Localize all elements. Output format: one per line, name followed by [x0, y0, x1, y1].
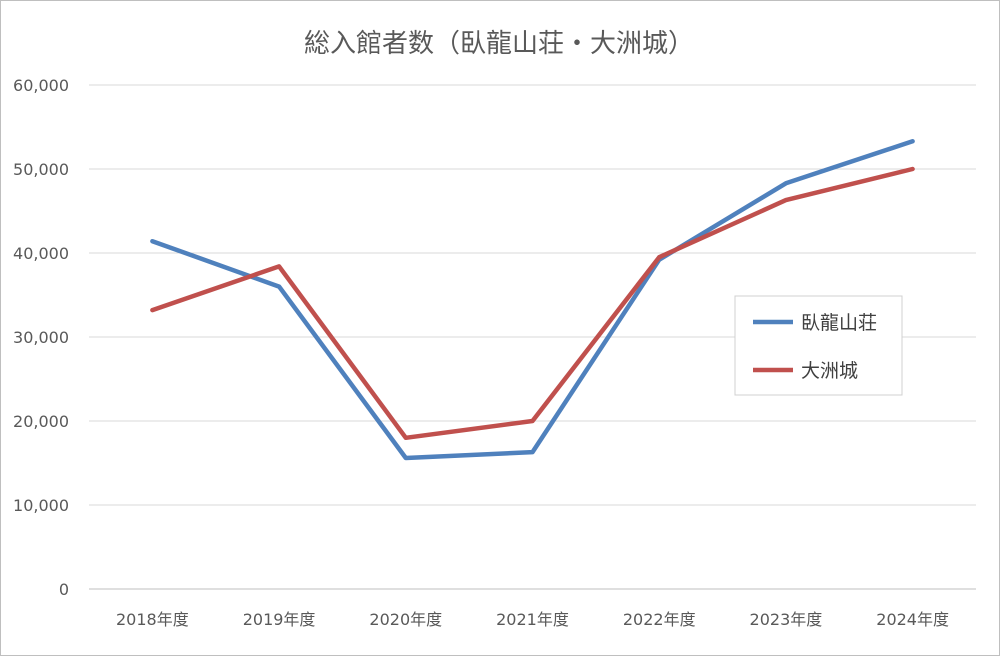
y-axis-tick-labels: 0 10,000 20,000 30,000 40,000 50,000 60,000: [13, 76, 69, 599]
y-tick-label: 40,000: [13, 244, 69, 263]
x-tick-label: 2019年度: [243, 610, 316, 629]
series-lines: [150, 139, 915, 461]
legend-box: [734, 295, 903, 396]
legend-label: 臥龍山荘: [801, 312, 877, 334]
chart-title: 総入館者数（臥龍山荘・大洲城）: [304, 29, 694, 59]
x-tick-label: 2024年度: [876, 610, 949, 629]
y-tick-label: 60,000: [13, 76, 69, 95]
x-tick-label: 2023年度: [750, 610, 823, 629]
y-tick-label: 30,000: [13, 328, 69, 347]
y-tick-label: 0: [59, 580, 69, 599]
x-tick-label: 2021年度: [496, 610, 569, 629]
x-tick-label: 2022年度: [623, 610, 696, 629]
x-tick-label: 2020年度: [369, 610, 442, 629]
x-axis-tick-labels: 2018年度 2019年度 2020年度 2021年度 2022年度 2023年度 2024…: [116, 610, 949, 629]
y-tick-label: 10,000: [13, 496, 69, 515]
y-tick-label: 50,000: [13, 160, 69, 179]
legend-label: 大洲城: [801, 360, 858, 382]
x-tick-label: 2018年度: [116, 610, 189, 629]
y-tick-label: 20,000: [13, 412, 69, 431]
